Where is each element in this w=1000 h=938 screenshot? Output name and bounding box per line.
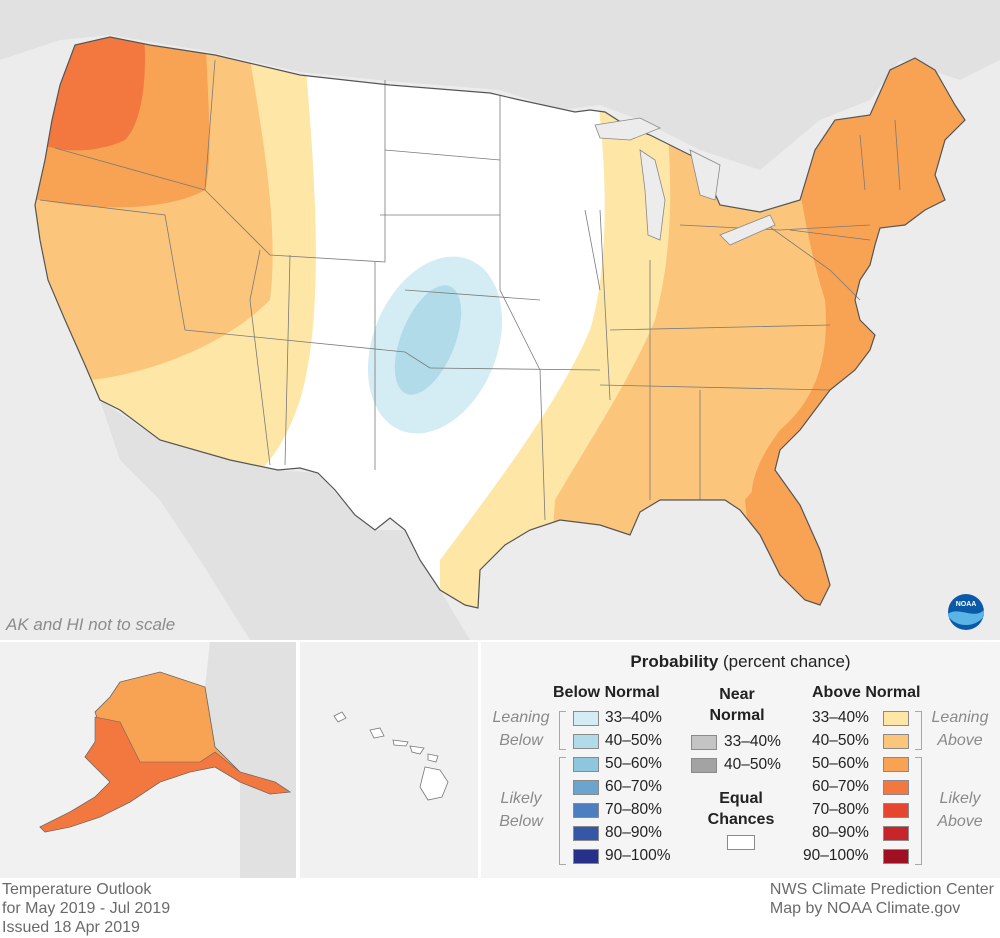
likely-above-line2: Above xyxy=(937,813,983,830)
above-swatch-4 xyxy=(883,780,909,795)
near-normal-header: Near Normal xyxy=(707,684,767,726)
near-label-2: 40–50% xyxy=(724,756,781,773)
leaning-above-label: Leaning Above xyxy=(926,706,994,752)
below-swatch-5 xyxy=(573,803,599,818)
below-swatch-6 xyxy=(573,826,599,841)
above-label-6: 80–90% xyxy=(812,824,869,841)
mexico-land xyxy=(100,400,470,640)
noaa-logo: NOAA xyxy=(948,594,984,630)
above-label-2: 40–50% xyxy=(812,732,869,749)
below-swatch-4 xyxy=(573,780,599,795)
leaning-above-line1: Leaning xyxy=(931,709,989,726)
equal-chances-line2: Chances xyxy=(707,811,775,828)
alaska-likely-above xyxy=(39,716,291,833)
near-normal-header-line2: Normal xyxy=(709,707,765,724)
likely-below-line1: Likely xyxy=(500,790,542,807)
hawaii-inset xyxy=(300,642,478,878)
above-swatch-2 xyxy=(883,734,909,749)
lake-michigan xyxy=(639,149,666,241)
below-label-7: 90–100% xyxy=(605,847,671,864)
above-swatch-5 xyxy=(883,803,909,818)
alaska-svg xyxy=(39,642,296,878)
likely-below-line2: Below xyxy=(499,813,543,830)
conus-map-svg: NOAA xyxy=(0,0,1000,640)
footer-left: Temperature Outlook for May 2019 - Jul 2… xyxy=(2,880,170,937)
below-label-2: 40–50% xyxy=(605,732,662,749)
canada-land xyxy=(0,0,1000,170)
leaning-below-label: Leaning Below xyxy=(487,706,555,752)
above-label-3: 50–60% xyxy=(812,755,869,772)
lake-huron xyxy=(689,149,721,201)
hawaii-islands xyxy=(333,711,449,801)
below-label-6: 80–90% xyxy=(605,824,662,841)
conus-outline xyxy=(34,36,966,609)
near-normal-header-line1: Near xyxy=(719,686,755,703)
leaning-above-bracket xyxy=(915,711,922,750)
alaska-inset xyxy=(0,642,296,878)
leaning-below-line2: Below xyxy=(499,732,543,749)
below-label-5: 70–80% xyxy=(605,801,662,818)
footer-credit-2: Map by NOAA Climate.gov xyxy=(769,900,961,917)
likely-above-bracket xyxy=(915,757,922,865)
below-swatch-7 xyxy=(573,849,599,864)
conus-map: NOAA AK and HI not to scale xyxy=(0,0,1000,640)
above-swatch-6 xyxy=(883,826,909,841)
noaa-logo-text: NOAA xyxy=(956,601,977,608)
footer-issued: Issued 18 Apr 2019 xyxy=(2,919,140,936)
below-label-4: 60–70% xyxy=(605,778,662,795)
equal-chances-swatch xyxy=(727,835,755,850)
above-label-1: 33–40% xyxy=(812,709,869,726)
above-label-5: 70–80% xyxy=(812,801,869,818)
likely-below-bracket xyxy=(559,757,566,865)
above-swatch-1 xyxy=(883,711,909,726)
scale-note: AK and HI not to scale xyxy=(6,615,176,634)
state-boundaries xyxy=(39,59,901,521)
above-swatch-3 xyxy=(883,757,909,772)
leaning-above-line2: Above xyxy=(937,732,983,749)
above-label-4: 60–70% xyxy=(812,778,869,795)
near-swatch-1 xyxy=(691,735,717,750)
below-swatch-1 xyxy=(573,711,599,726)
footer-period: for May 2019 - Jul 2019 xyxy=(2,900,171,917)
likely-below-label: Likely Below xyxy=(487,787,555,833)
below-label-1: 33–40% xyxy=(605,709,662,726)
below-normal-header: Below Normal xyxy=(553,684,660,701)
above-normal-header: Above Normal xyxy=(812,684,921,701)
hawaii-svg xyxy=(333,711,449,801)
legend-title-bold: Probability xyxy=(630,652,719,671)
below-label-3: 50–60% xyxy=(605,755,662,772)
likely-above-line1: Likely xyxy=(939,790,981,807)
footer-title: Temperature Outlook xyxy=(2,881,152,898)
footer-credit-1: NWS Climate Prediction Center xyxy=(769,881,994,898)
lake-erie xyxy=(719,214,776,246)
below-swatch-2 xyxy=(573,734,599,749)
legend-title-rest: (percent chance) xyxy=(718,652,851,671)
legend-title: Probability (percent chance) xyxy=(481,652,1000,672)
likely-above-label: Likely Above xyxy=(926,787,994,833)
below-swatch-3 xyxy=(573,757,599,772)
footer-right: NWS Climate Prediction Center Map by NOA… xyxy=(770,880,994,918)
canada-land-inset xyxy=(205,642,296,878)
equal-chances-line1: Equal xyxy=(719,790,763,807)
legend: Probability (percent chance) Below Norma… xyxy=(481,642,1000,878)
near-swatch-2 xyxy=(691,758,717,773)
near-label-1: 33–40% xyxy=(724,733,781,750)
leaning-below-line1: Leaning xyxy=(492,709,550,726)
lake-superior xyxy=(594,117,661,141)
above-swatch-7 xyxy=(883,849,909,864)
above-label-7: 90–100% xyxy=(803,847,869,864)
equal-chances-label: Equal Chances xyxy=(701,788,781,830)
leaning-below-bracket xyxy=(559,711,566,750)
